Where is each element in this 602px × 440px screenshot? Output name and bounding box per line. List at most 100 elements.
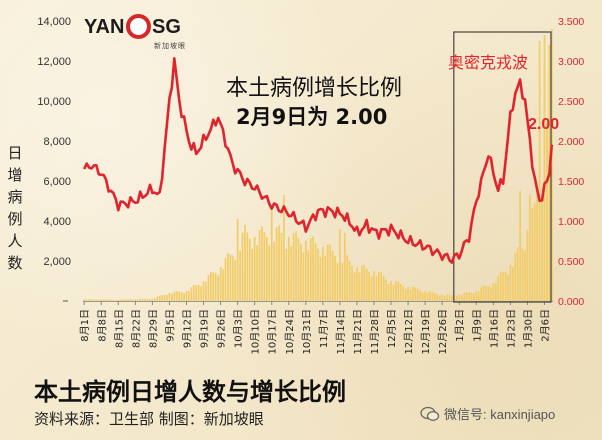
x-tick-label: 10月3日 <box>233 309 245 348</box>
x-tick-label: 9月26日 <box>216 309 228 348</box>
left-axis: 2,000 4,000 6,000 8,000 10,000 12,000 14,000 <box>37 16 71 302</box>
daily-case-bar <box>482 285 485 301</box>
x-tick-label: 8月15日 <box>113 309 125 348</box>
omicron-wave-label: 奥密克戎波 <box>448 53 529 72</box>
x-tick-label: 11月7日 <box>318 309 330 348</box>
daily-case-bar <box>158 295 161 301</box>
daily-case-bar <box>209 271 212 301</box>
daily-case-bar <box>538 41 541 301</box>
daily-case-bar <box>455 295 458 301</box>
daily-case-bar <box>322 247 324 301</box>
daily-case-bar <box>102 299 105 301</box>
daily-case-bar <box>119 299 122 301</box>
daily-case-bar <box>166 295 168 301</box>
logo-tagline: 新加坡眼 <box>154 42 186 50</box>
daily-case-bar <box>395 281 397 301</box>
daily-case-bar <box>412 287 414 301</box>
daily-case-bar <box>329 244 332 301</box>
daily-case-bar <box>302 252 305 301</box>
daily-case-bar <box>531 208 534 301</box>
daily-case-bar <box>219 267 222 301</box>
latest-ratio-label: 2.00 <box>528 116 560 133</box>
daily-case-bar <box>227 253 229 301</box>
chart-heading-line1: 本土病例增长比例 <box>226 76 403 101</box>
daily-case-bar <box>85 299 88 301</box>
daily-case-bar <box>231 255 234 301</box>
daily-case-bar <box>163 294 166 301</box>
daily-case-bar <box>188 291 190 301</box>
daily-case-bar <box>387 283 390 301</box>
chart-heading-line2: 2月9日为 2.00 <box>236 105 388 129</box>
daily-case-bar <box>246 232 249 301</box>
footer-title: 本土病例日增人数与增长比例 <box>34 378 346 406</box>
daily-case-bar <box>524 250 526 301</box>
daily-case-bar <box>414 287 417 301</box>
x-tick-label: 9月12日 <box>181 309 193 348</box>
daily-case-bar <box>429 291 431 301</box>
daily-case-bar <box>153 298 156 301</box>
daily-case-bar <box>348 261 351 301</box>
daily-case-bar <box>205 282 207 301</box>
daily-case-bar <box>229 254 232 301</box>
daily-case-bar <box>443 295 446 301</box>
right-tick-label: 0.500 <box>558 256 584 268</box>
daily-case-bar <box>458 294 461 301</box>
daily-case-bar <box>341 262 344 301</box>
daily-case-bar <box>304 241 307 301</box>
daily-case-bar <box>470 292 473 301</box>
logo-text-right: SG <box>152 16 181 38</box>
daily-case-bar <box>93 299 95 301</box>
x-tick-label: 9月5日 <box>164 309 176 342</box>
daily-case-bar <box>477 291 480 301</box>
x-tick-label: 12月5日 <box>386 309 398 348</box>
daily-case-bar <box>463 292 465 301</box>
x-tick-label: 1月23日 <box>505 309 517 348</box>
y-axis-title-char: 例 <box>7 210 23 228</box>
right-tick-label: 3.000 <box>558 56 584 68</box>
daily-case-bar <box>275 227 278 301</box>
right-tick-label: 2.500 <box>558 96 584 108</box>
daily-case-bar <box>492 283 495 301</box>
daily-case-bar <box>343 233 346 301</box>
daily-case-bar <box>149 299 151 301</box>
left-tick-label: 12,000 <box>37 56 71 68</box>
daily-case-bar <box>314 243 317 301</box>
footer-source: 资料来源：卫生部 制图：新加坡眼 <box>34 410 264 428</box>
right-axis: 0.000 0.500 1.000 1.500 2.000 2.500 3.000 3.500 <box>558 16 584 308</box>
right-tick-label: 0.000 <box>558 296 584 308</box>
x-tick-label: 8月8日 <box>96 309 108 342</box>
daily-case-bar <box>407 287 409 301</box>
daily-case-bar <box>334 255 336 301</box>
daily-case-bar <box>368 271 370 301</box>
daily-case-bar <box>434 293 436 301</box>
daily-case-bars <box>83 29 553 301</box>
x-tick-label: 10月10日 <box>250 309 262 354</box>
daily-case-bar <box>151 298 154 301</box>
daily-case-bar <box>502 272 504 301</box>
daily-case-bar <box>519 191 521 301</box>
daily-case-bar <box>399 284 402 301</box>
daily-case-bar <box>356 267 358 301</box>
daily-case-bar <box>529 195 531 301</box>
logo-text-left: YAN <box>84 16 125 38</box>
daily-case-bar <box>404 289 407 301</box>
daily-case-bar <box>324 255 327 301</box>
daily-case-bar <box>190 287 193 301</box>
daily-case-bar <box>270 205 273 301</box>
daily-case-bar <box>363 264 366 301</box>
left-tick-label: 2,000 <box>43 256 71 268</box>
x-tick-label: 11月21日 <box>352 309 364 354</box>
daily-case-bar <box>353 272 356 301</box>
x-tick-label: 1月9日 <box>471 309 483 342</box>
daily-case-bar <box>382 276 385 301</box>
daily-case-bar <box>499 272 502 301</box>
daily-case-bar <box>533 203 536 301</box>
daily-case-bar <box>175 291 178 301</box>
daily-case-bar <box>88 299 90 301</box>
daily-case-bar <box>146 298 149 301</box>
daily-case-bar <box>373 271 375 301</box>
daily-case-bar <box>244 224 246 301</box>
daily-case-bar <box>409 289 412 301</box>
daily-case-bar <box>285 249 288 301</box>
